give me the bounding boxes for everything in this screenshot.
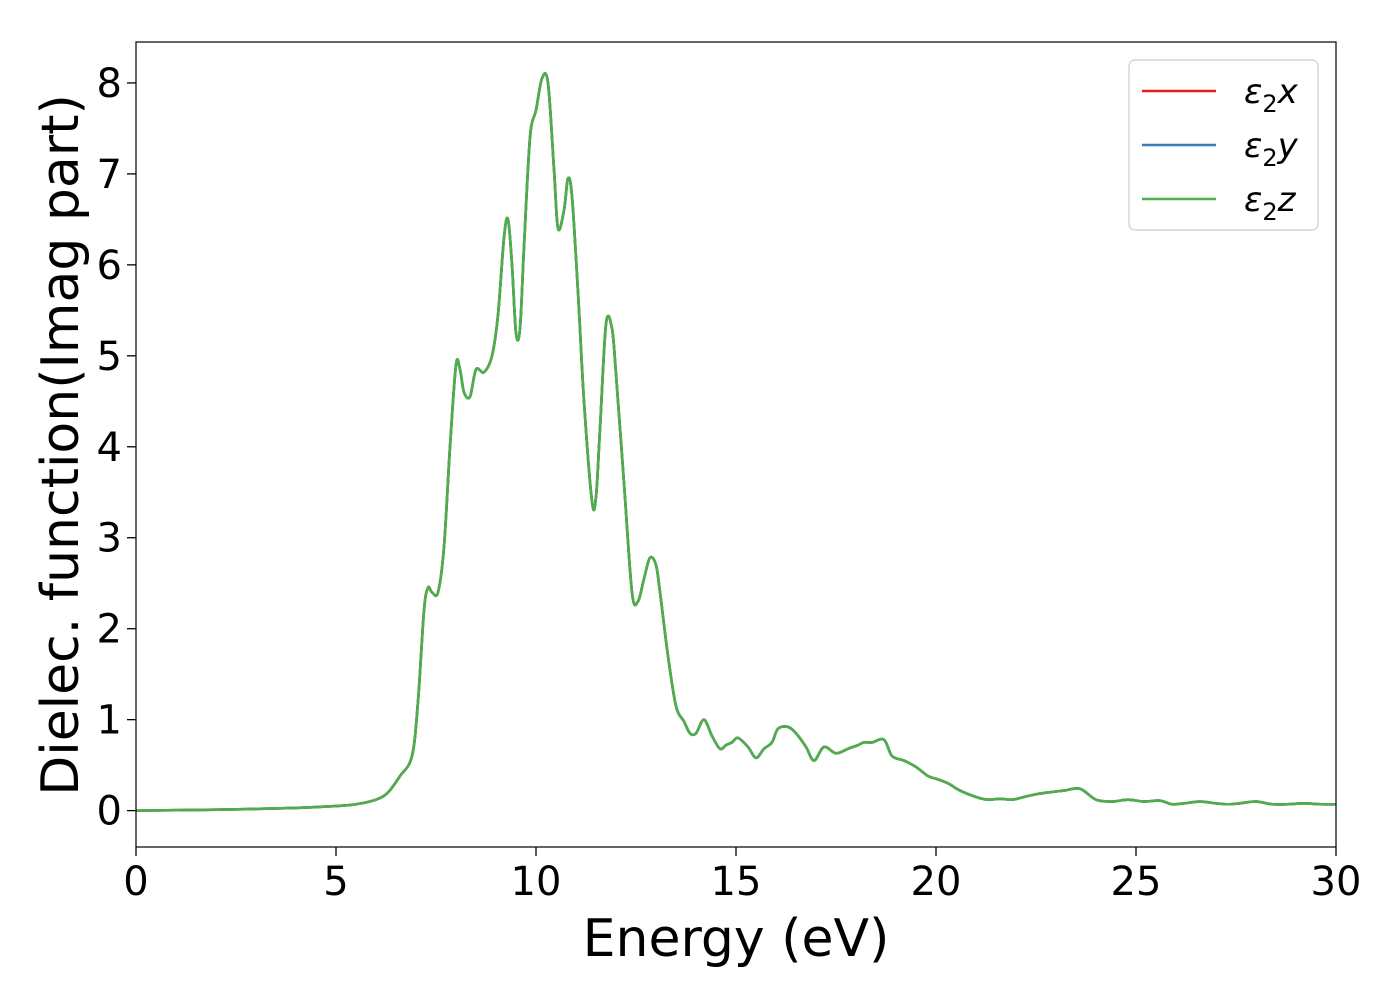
x-tick-label: 25 [1111,859,1162,905]
x-tick-label: 15 [711,859,762,905]
y-tick-label: 2 [97,607,122,653]
x-axis-label: Energy (eV) [583,909,890,969]
y-tick-label: 4 [97,425,122,471]
legend-label-z: ε2z [1244,180,1297,226]
y-axis: 0 1 2 3 4 5 6 7 8 [97,61,136,835]
y-tick-label: 1 [97,698,122,744]
x-tick-label: 0 [123,859,148,905]
x-tick-label: 20 [911,859,962,905]
series-layer [135,71,1337,812]
y-tick-label: 6 [97,243,122,289]
y-tick-label: 0 [97,789,122,835]
x-tick-label: 10 [511,859,562,905]
y-tick-label: 5 [97,334,122,380]
y-tick-label: 8 [97,61,122,107]
x-tick-label: 5 [323,859,348,905]
y-tick-label: 7 [97,152,122,198]
legend-frame [1128,59,1319,231]
x-tick-label: 30 [1311,859,1362,905]
series-line-z [135,71,1337,812]
x-axis: 0 5 10 15 20 25 30 [123,847,1361,905]
legend: ε2x ε2y ε2z [1128,59,1319,231]
legend-label-x: ε2x [1244,72,1299,118]
y-tick-label: 3 [97,516,122,562]
y-axis-label: Dielec. function(Imag part) [31,94,91,796]
legend-label-y: ε2y [1244,126,1299,172]
